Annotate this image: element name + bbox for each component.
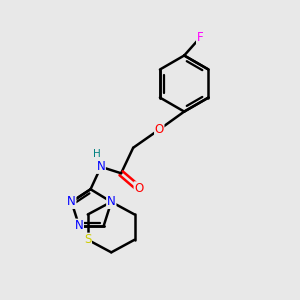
Text: O: O	[154, 123, 164, 136]
Text: H: H	[93, 149, 101, 159]
Text: N: N	[75, 219, 83, 232]
Text: N: N	[107, 195, 116, 208]
Text: N: N	[107, 195, 116, 208]
Text: N: N	[67, 195, 76, 208]
Text: F: F	[196, 31, 203, 44]
Text: N: N	[97, 160, 105, 173]
Text: O: O	[134, 182, 143, 195]
Text: S: S	[84, 233, 92, 246]
